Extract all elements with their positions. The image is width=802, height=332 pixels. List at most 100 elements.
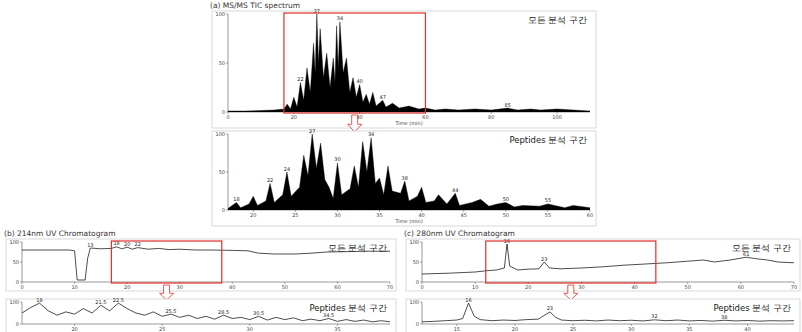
peak-label: 32 [651,313,657,319]
x-axis [22,324,390,325]
y-tick [226,210,228,211]
x-tick-label: 40 [631,284,637,290]
peak-label: 30.5 [253,310,264,316]
peak-label: 16 [465,297,471,303]
y-tick [420,262,422,263]
peak-label: 38 [402,175,408,181]
y-tick [226,14,228,15]
y-tick-label: 50 [219,169,225,175]
y-tick [420,324,422,325]
x-tick-label: 0 [226,114,229,120]
panel: 152025303540010016233238Peptides 분석 구간 [406,297,800,332]
panel-subtitle: Peptides 분석 구간 [309,303,387,313]
x-axis-label: Time (min) [394,120,422,126]
y-tick-label: 0 [416,321,419,327]
panel-subtitle: 모든 분석 구간 [732,243,791,253]
peak-label: 50 [503,196,509,202]
x-tick-label: 25 [292,212,298,218]
zoom-arrow [348,115,362,132]
peak-label: 22 [297,76,303,82]
panel-title: (c) 280nm UV Chromatogram [404,229,515,238]
peak-label: 22 [267,177,273,183]
panel-frame [212,11,596,128]
panel: (c) 280nm UV Chromatogram010203040506070… [404,229,800,300]
x-tick-label: 60 [587,212,593,218]
y-tick-label: 50 [13,259,19,265]
y-tick [420,282,422,283]
tic-area [228,134,590,210]
x-tick-label: 20 [124,284,130,290]
x-tick-label: 25 [159,326,165,332]
peak-label: 18 [36,297,42,303]
panel-title: (b) 214nm UV Chromatogram [4,229,115,238]
peak-label: 85 [505,102,511,108]
highlight-box [284,13,426,113]
x-tick-label: 60 [422,114,428,120]
panel-subtitle: Peptides 분석 구간 [713,303,791,313]
x-tick-label: 30 [177,284,183,290]
x-tick-label: 35 [686,326,692,332]
panel-frame [406,239,800,291]
x-tick-label: 20 [250,212,256,218]
panel-frame [212,131,596,226]
x-tick-label: 10 [71,284,77,290]
peak-label: 25.5 [165,308,176,314]
uv-trace [22,303,390,322]
panel-frame [6,299,396,332]
peak-label: 22 [134,241,140,247]
x-tick-label: 20 [71,326,77,332]
y-tick [226,134,228,135]
y-tick [20,302,22,303]
panel-frame [6,239,396,291]
x-tick-label: 35 [334,326,340,332]
peak-label: 47 [379,94,385,100]
plot-area [422,303,794,322]
panel: 202530354045505560050100Time (min)182224… [212,128,596,226]
x-tick-label: 50 [503,212,509,218]
tic-area [228,14,590,112]
peak-label: 23 [541,256,547,262]
figure: (a) MS/MS TIC spectrum020406080100050100… [0,0,802,332]
x-tick-label: 35 [376,212,382,218]
x-tick-label: 30 [247,326,253,332]
panel-subtitle: 모든 분석 구간 [528,15,587,25]
zoom-arrow [160,285,174,300]
peak-label: 38 [721,314,727,320]
peak-label: 34 [337,15,343,21]
y-tick-label: 50 [219,60,225,66]
x-tick-label: 50 [685,284,691,290]
y-tick [20,242,22,243]
x-tick-label: 70 [387,284,393,290]
peak-label: 23 [547,305,553,311]
x-tick-label: 25 [570,326,576,332]
peak-label: 21.5 [95,299,106,305]
y-tick [420,242,422,243]
peak-label: 30 [334,156,340,162]
x-tick-label: 55 [545,212,551,218]
uv-trace [422,244,794,274]
y-tick-label: 100 [409,239,419,245]
x-axis-label: Time (min) [394,218,422,224]
x-tick-label: 30 [578,284,584,290]
peak-label: 27 [309,128,315,134]
y-tick-label: 100 [215,131,225,137]
plot-area [228,134,590,210]
panel: 2025303501001821.522.525.528.530.534.5Pe… [6,297,396,332]
x-tick-label: 50 [282,284,288,290]
y-tick-label: 100 [9,299,19,305]
x-tick-label: 40 [744,326,750,332]
x-tick-label: 60 [738,284,744,290]
peak-label: 24 [284,166,290,172]
y-tick-label: 0 [16,321,19,327]
plot-area [228,14,590,112]
y-tick [420,302,422,303]
panel-subtitle: Peptides 분석 구간 [509,135,587,145]
y-tick [226,112,228,113]
x-tick-label: 20 [525,284,531,290]
x-tick-label: 30 [628,326,634,332]
peak-label: 18 [233,196,239,202]
y-axis [422,302,423,324]
y-tick-label: 0 [16,279,19,285]
x-axis [422,282,794,283]
y-tick [20,282,22,283]
